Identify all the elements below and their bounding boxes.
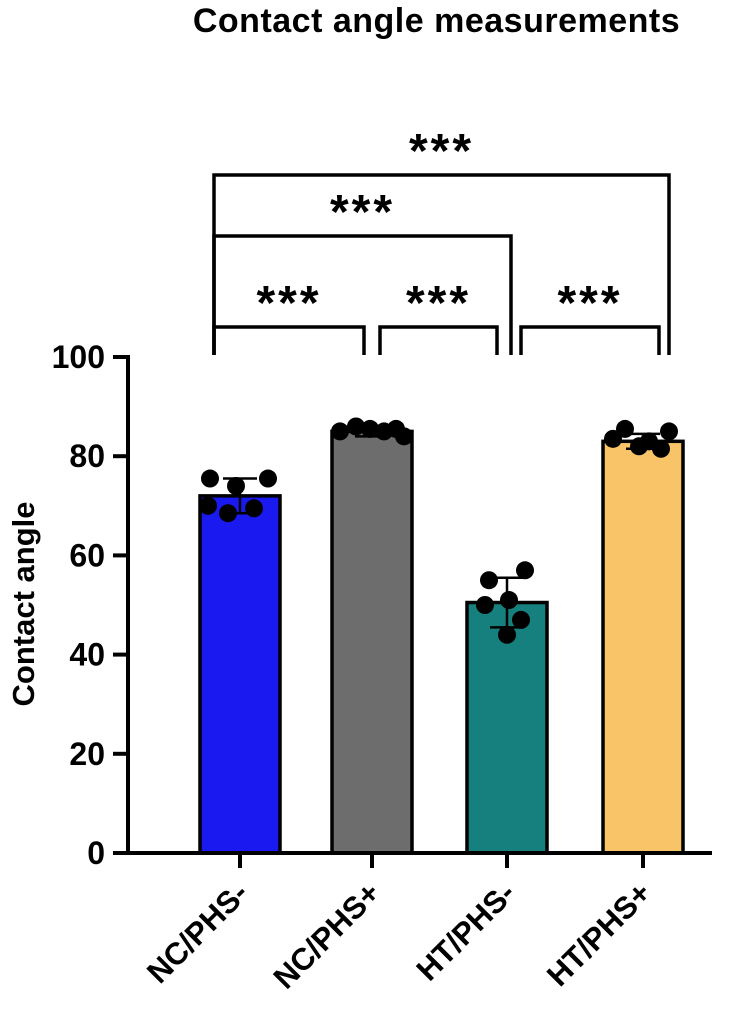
y-tick-label-40: 40: [69, 637, 105, 673]
bar-ht-phs: [465, 600, 549, 855]
data-point-nc-phs: [245, 499, 263, 518]
bar-ht-phs: [601, 439, 685, 855]
data-point-ht-phs: [616, 419, 634, 438]
data-point-nc-phs: [347, 417, 365, 436]
y-tick-label-0: 0: [87, 835, 105, 871]
data-point-ht-phs: [652, 439, 670, 458]
x-category-label-ht-phs: HT/PHS-: [410, 875, 522, 987]
data-point-ht-phs: [660, 422, 678, 441]
y-tick-label-100: 100: [52, 339, 105, 375]
chart-title: Contact angle measurements: [192, 2, 681, 40]
data-point-nc-phs: [395, 427, 413, 446]
significance-label-nc-phs-vs-ht-phs: ***: [409, 125, 474, 178]
significance-bracket-ht-phs-vs-ht-phs: [519, 325, 661, 355]
data-point-ht-phs: [498, 625, 516, 644]
y-tick-label-80: 80: [69, 438, 105, 474]
data-point-ht-phs: [512, 610, 530, 629]
data-point-nc-phs: [361, 419, 379, 438]
y-tick-label-20: 20: [69, 736, 105, 772]
significance-label-nc-phs-vs-nc-phs: ***: [256, 277, 321, 330]
data-point-nc-phs: [227, 476, 245, 495]
significance-label-nc-phs-vs-ht-phs: ***: [406, 277, 471, 330]
y-axis-label: Contact angle: [6, 502, 41, 707]
data-point-nc-phs: [201, 469, 219, 488]
x-category-label-ht-phs: HT/PHS+: [540, 875, 658, 993]
data-point-ht-phs: [476, 596, 494, 614]
significance-bracket-nc-phs-vs-ht-phs: [212, 173, 671, 355]
bar-nc-phs: [198, 494, 282, 855]
data-point-ht-phs: [516, 561, 534, 580]
data-point-nc-phs: [199, 496, 217, 515]
data-point-nc-phs: [331, 422, 349, 441]
y-tick-label-60: 60: [69, 537, 105, 573]
data-point-nc-phs: [259, 469, 277, 488]
data-point-nc-phs: [219, 504, 237, 523]
bar-nc-phs: [330, 429, 414, 855]
significance-bracket-nc-phs-vs-nc-phs: [212, 325, 366, 355]
data-point-ht-phs: [480, 571, 498, 590]
data-point-ht-phs: [630, 437, 648, 456]
data-point-ht-phs: [604, 429, 622, 448]
significance-label-ht-phs-vs-ht-phs: ***: [557, 277, 622, 330]
significance-label-nc-phs-vs-ht-phs: ***: [330, 186, 395, 239]
x-category-label-nc-phs: NC/PHS+: [267, 875, 387, 995]
significance-bracket-nc-phs-vs-ht-phs: [378, 325, 499, 355]
data-point-nc-phs: [375, 422, 393, 441]
data-point-ht-phs: [500, 591, 518, 610]
x-category-label-nc-phs: NC/PHS-: [140, 875, 255, 990]
